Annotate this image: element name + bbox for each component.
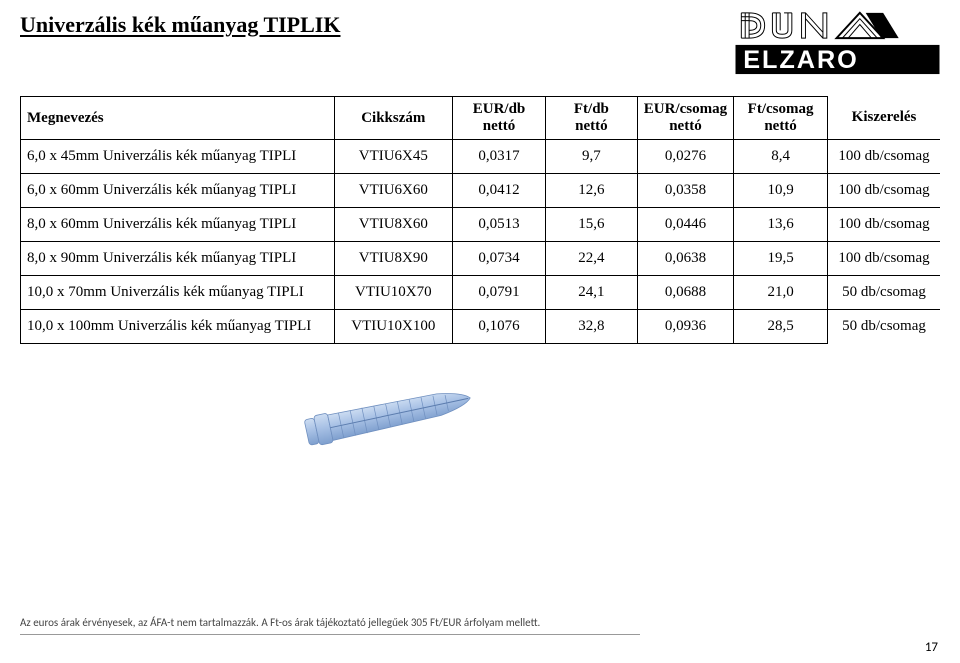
cell-eur-cs: 0,0936 [637, 310, 733, 344]
cell-code: VTIU10X70 [334, 276, 452, 310]
cell-ft-cs: 13,6 [734, 208, 828, 242]
header-eur-db-l2: nettó [459, 118, 539, 135]
cell-name: 6,0 x 60mm Univerzális kék műanyag TIPLI [21, 174, 335, 208]
cell-pack: 100 db/csomag [828, 174, 940, 208]
header-eur-cs: EUR/csomag nettó [637, 97, 733, 140]
price-table-container: Megnevezés Cikkszám EUR/db nettó Ft/db n… [20, 96, 940, 344]
header-ft-db-l2: nettó [552, 118, 631, 135]
cell-eur-db: 0,0734 [453, 242, 546, 276]
cell-ft-db: 12,6 [546, 174, 638, 208]
logo-text-elzaro: ELZARO [743, 46, 858, 74]
page-title: Univerzális kék műanyag TIPLIK [20, 12, 340, 38]
cell-pack: 100 db/csomag [828, 242, 940, 276]
cell-pack: 100 db/csomag [828, 208, 940, 242]
cell-eur-db: 0,0513 [453, 208, 546, 242]
header-eur-cs-l1: EUR/csomag [644, 101, 727, 118]
page-number: 17 [925, 640, 938, 655]
cell-eur-cs: 0,0358 [637, 174, 733, 208]
cell-eur-db: 0,0412 [453, 174, 546, 208]
header-ft-cs: Ft/csomag nettó [734, 97, 828, 140]
cell-ft-db: 22,4 [546, 242, 638, 276]
table-row: 6,0 x 45mm Univerzális kék műanyag TIPLI… [21, 140, 941, 174]
product-illustration [300, 380, 480, 455]
header-ft-db-l1: Ft/db [552, 101, 631, 118]
cell-name: 8,0 x 60mm Univerzális kék műanyag TIPLI [21, 208, 335, 242]
cell-pack: 100 db/csomag [828, 140, 940, 174]
cell-name: 8,0 x 90mm Univerzális kék műanyag TIPLI [21, 242, 335, 276]
table-row: 8,0 x 90mm Univerzális kék műanyag TIPLI… [21, 242, 941, 276]
cell-code: VTIU6X45 [334, 140, 452, 174]
table-row: 8,0 x 60mm Univerzális kék műanyag TIPLI… [21, 208, 941, 242]
cell-eur-db: 0,0791 [453, 276, 546, 310]
cell-code: VTIU10X100 [334, 310, 452, 344]
table-row: 10,0 x 100mm Univerzális kék műanyag TIP… [21, 310, 941, 344]
cell-name: 10,0 x 70mm Univerzális kék műanyag TIPL… [21, 276, 335, 310]
table-row: 6,0 x 60mm Univerzális kék műanyag TIPLI… [21, 174, 941, 208]
header-eur-db: EUR/db nettó [453, 97, 546, 140]
cell-eur-cs: 0,0446 [637, 208, 733, 242]
cell-code: VTIU8X60 [334, 208, 452, 242]
table-body: 6,0 x 45mm Univerzális kék műanyag TIPLI… [21, 140, 941, 344]
cell-ft-db: 15,6 [546, 208, 638, 242]
cell-eur-cs: 0,0638 [637, 242, 733, 276]
cell-ft-db: 32,8 [546, 310, 638, 344]
cell-ft-cs: 28,5 [734, 310, 828, 344]
header-eur-cs-l2: nettó [644, 118, 727, 135]
price-table: Megnevezés Cikkszám EUR/db nettó Ft/db n… [20, 96, 940, 344]
cell-ft-db: 9,7 [546, 140, 638, 174]
header-code: Cikkszám [334, 97, 452, 140]
cell-name: 6,0 x 45mm Univerzális kék műanyag TIPLI [21, 140, 335, 174]
cell-ft-db: 24,1 [546, 276, 638, 310]
table-row: 10,0 x 70mm Univerzális kék műanyag TIPL… [21, 276, 941, 310]
cell-eur-db: 0,0317 [453, 140, 546, 174]
header-ft-db: Ft/db nettó [546, 97, 638, 140]
cell-eur-cs: 0,0688 [637, 276, 733, 310]
cell-code: VTIU6X60 [334, 174, 452, 208]
logo-duna-elzaro: ELZARO [735, 8, 940, 81]
cell-ft-cs: 10,9 [734, 174, 828, 208]
cell-pack: 50 db/csomag [828, 276, 940, 310]
header-name: Megnevezés [21, 97, 335, 140]
cell-code: VTIU8X90 [334, 242, 452, 276]
header-ft-cs-l2: nettó [740, 118, 821, 135]
cell-ft-cs: 8,4 [734, 140, 828, 174]
cell-eur-db: 0,1076 [453, 310, 546, 344]
footnote-separator [20, 634, 640, 635]
cell-eur-cs: 0,0276 [637, 140, 733, 174]
footnote-text: Az euros árak érvényesek, az ÁFA-t nem t… [20, 616, 540, 629]
cell-ft-cs: 19,5 [734, 242, 828, 276]
cell-ft-cs: 21,0 [734, 276, 828, 310]
cell-name: 10,0 x 100mm Univerzális kék műanyag TIP… [21, 310, 335, 344]
header-eur-db-l1: EUR/db [459, 101, 539, 118]
table-header-row: Megnevezés Cikkszám EUR/db nettó Ft/db n… [21, 97, 941, 140]
header-ft-cs-l1: Ft/csomag [740, 101, 821, 118]
header-pack: Kiszerelés [828, 97, 940, 140]
cell-pack: 50 db/csomag [828, 310, 940, 344]
